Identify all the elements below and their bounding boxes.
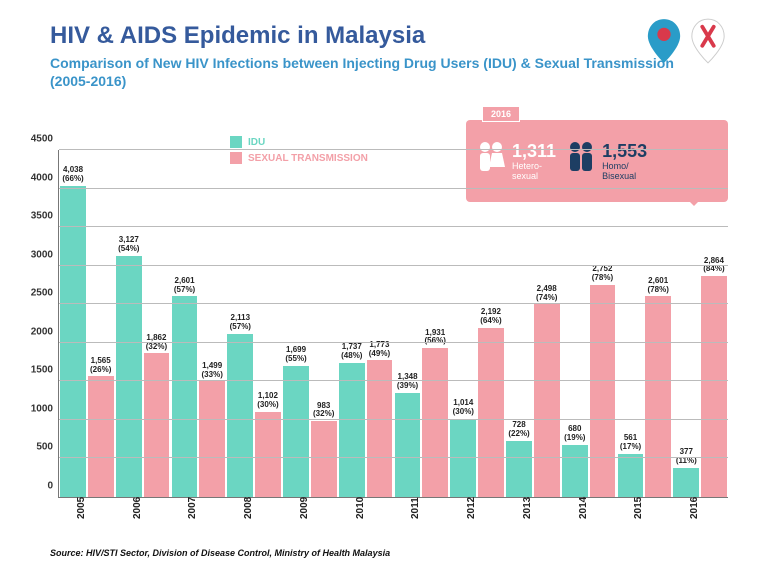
ytick: 4500	[31, 134, 53, 145]
bar-idu: 3,127(54%)	[116, 256, 142, 497]
xtick: 2008	[243, 497, 254, 519]
ytick: 500	[36, 442, 53, 453]
bar-sexual: 1,102(30%)	[255, 412, 281, 497]
bar-sexual: 2,192(64%)	[478, 328, 504, 497]
bar-label: 2,192(64%)	[480, 308, 501, 326]
bar-idu: 1,348(39%)	[395, 393, 421, 497]
bar-idu: 1,737(48%)	[339, 363, 365, 497]
bar-label: 1,565(26%)	[90, 357, 111, 375]
year-group: 2,601(57%)1,499(33%)2007	[171, 150, 227, 497]
ytick: 0	[47, 481, 53, 492]
bar-sexual: 1,499(33%)	[199, 381, 225, 497]
bar-sexual: 2,601(78%)	[645, 296, 671, 497]
org-logo-pin-icon	[644, 16, 684, 66]
bar-label: 3,127(54%)	[118, 236, 139, 254]
xtick: 2006	[132, 497, 143, 519]
bar-label: 561(17%)	[620, 434, 641, 452]
bar-idu: 680(19%)	[562, 445, 588, 497]
bar-idu: 377(11%)	[673, 468, 699, 497]
xtick: 2012	[466, 497, 477, 519]
year-group: 1,737(48%)1,773(49%)2010	[338, 150, 394, 497]
year-group: 2,113(57%)1,102(30%)2008	[226, 150, 282, 497]
bar-label: 4,038(66%)	[62, 166, 83, 184]
callout-year-tag: 2016	[482, 106, 520, 122]
bar-label: 680(19%)	[564, 425, 585, 443]
xtick: 2011	[411, 497, 422, 519]
year-group: 3,127(54%)1,862(32%)2006	[115, 150, 171, 497]
bar-label: 1,931(56%)	[425, 329, 446, 347]
ytick: 3500	[31, 211, 53, 222]
xtick: 2005	[76, 497, 87, 519]
bar-sexual: 1,565(26%)	[88, 376, 114, 497]
bar-idu: 1,699(55%)	[283, 366, 309, 497]
year-group: 680(19%)2,752(78%)2014	[561, 150, 617, 497]
bar-sexual: 1,931(56%)	[422, 348, 448, 497]
logo-group	[644, 16, 728, 66]
xtick: 2009	[299, 497, 310, 519]
xtick: 2007	[187, 497, 198, 519]
legend-item-idu: IDU	[230, 136, 368, 148]
bar-label: 983(32%)	[313, 402, 334, 420]
legend-swatch-idu	[230, 136, 242, 148]
bar-label: 2,752(78%)	[592, 265, 613, 283]
bar-sexual: 983(32%)	[311, 421, 337, 497]
bar-label: 1,737(48%)	[341, 343, 362, 361]
year-group: 377(11%)2,864(84%)2016	[672, 150, 728, 497]
ytick: 2000	[31, 326, 53, 337]
legend-label-idu: IDU	[248, 137, 265, 148]
ytick: 1500	[31, 365, 53, 376]
year-group: 728(22%)2,498(74%)2013	[505, 150, 561, 497]
bar-idu: 2,601(57%)	[172, 296, 198, 497]
xtick: 2014	[578, 497, 589, 519]
bar-label: 2,113(57%)	[230, 314, 251, 332]
ytick: 2500	[31, 288, 53, 299]
year-group: 4,038(66%)1,565(26%)2005	[59, 150, 115, 497]
xtick: 2013	[522, 497, 533, 519]
bar-idu: 561(17%)	[618, 454, 644, 497]
bar-label: 2,498(74%)	[536, 285, 557, 303]
page-title: HIV & AIDS Epidemic in Malaysia	[50, 22, 718, 50]
bar-sexual: 2,864(84%)	[701, 276, 727, 497]
bar-sexual: 2,498(74%)	[534, 304, 560, 497]
xtick: 2016	[689, 497, 700, 519]
ytick: 3000	[31, 249, 53, 260]
xtick: 2015	[633, 497, 644, 519]
ytick: 4000	[31, 172, 53, 183]
bar-label: 1,499(33%)	[202, 362, 223, 380]
bar-idu: 2,113(57%)	[227, 334, 253, 497]
bar-label: 1,014(30%)	[453, 399, 474, 417]
bar-label: 2,601(78%)	[648, 277, 669, 295]
ytick: 1000	[31, 403, 53, 414]
bar-label: 1,699(55%)	[285, 346, 306, 364]
org-logo-ribbon-icon	[688, 16, 728, 66]
header: HIV & AIDS Epidemic in Malaysia Comparis…	[50, 22, 718, 90]
bar-label: 1,773(49%)	[369, 341, 390, 359]
bar-label: 1,102(30%)	[257, 392, 278, 410]
xtick: 2010	[355, 497, 366, 519]
year-group: 1,014(30%)2,192(64%)2012	[449, 150, 505, 497]
bar-sexual: 2,752(78%)	[590, 285, 616, 497]
bar-chart: 4,038(66%)1,565(26%)20053,127(54%)1,862(…	[58, 150, 728, 498]
bar-sexual: 1,862(32%)	[144, 353, 170, 497]
bar-label: 2,601(57%)	[174, 277, 195, 295]
bars-container: 4,038(66%)1,565(26%)20053,127(54%)1,862(…	[59, 150, 728, 497]
year-group: 1,348(39%)1,931(56%)2011	[394, 150, 450, 497]
year-group: 1,699(55%)983(32%)2009	[282, 150, 338, 497]
page-subtitle: Comparison of New HIV Infections between…	[50, 54, 718, 90]
bar-label: 728(22%)	[508, 421, 529, 439]
year-group: 561(17%)2,601(78%)2015	[617, 150, 673, 497]
bar-idu: 728(22%)	[506, 441, 532, 497]
bar-label: 1,348(39%)	[397, 373, 418, 391]
source-citation: Source: HIV/STI Sector, Division of Dise…	[50, 548, 390, 558]
